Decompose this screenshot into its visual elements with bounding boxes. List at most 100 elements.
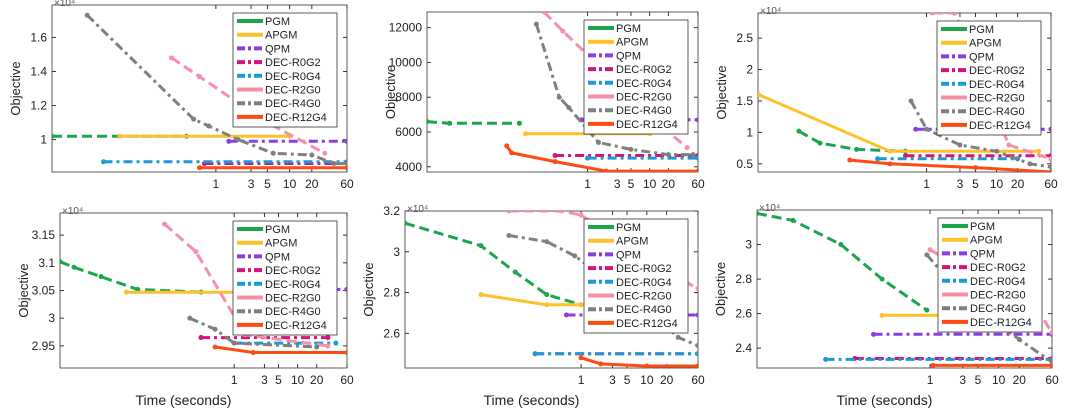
data-point-pgm bbox=[71, 264, 77, 270]
data-point-dec-r12g4 bbox=[344, 165, 347, 171]
legend-label: DEC-R4G0 bbox=[265, 306, 321, 318]
data-point-pgm bbox=[790, 217, 796, 223]
data-point-qpm bbox=[1048, 126, 1051, 132]
y-tick-label: 6000 bbox=[395, 125, 422, 139]
y-tick-label: 3 bbox=[393, 245, 400, 259]
x-tick-label: 1 bbox=[231, 373, 238, 387]
legend-item: DEC-R0G2 bbox=[237, 57, 321, 69]
legend-item: DEC-R4G0 bbox=[941, 106, 1025, 118]
x-tick-label: 1 bbox=[584, 177, 591, 191]
data-point-dec-r4g0 bbox=[566, 105, 572, 111]
legend-label: DEC-R12G4 bbox=[969, 120, 1031, 132]
subplot-2: 4000 6000 8000 10000 12000 1 3 5 10 20 60 Objective… bbox=[383, 11, 705, 191]
y-exponent-label: ×10⁴ bbox=[54, 0, 75, 9]
data-point-pgm bbox=[427, 119, 430, 125]
data-point-qpm bbox=[563, 312, 569, 318]
x-tick-label: 3 bbox=[957, 177, 964, 191]
legend-item: PGM bbox=[237, 16, 290, 28]
legend-label: DEC-R4G0 bbox=[616, 304, 672, 316]
legend-item: QPM bbox=[237, 43, 290, 55]
y-tick-label: 3.15 bbox=[32, 228, 56, 242]
data-point-pgm bbox=[854, 146, 860, 152]
data-point-dec-r4g0 bbox=[994, 148, 1000, 154]
x-tick-label: 10 bbox=[291, 373, 305, 387]
data-point-dec-r0g4 bbox=[333, 340, 339, 346]
legend-item: DEC-R12G4 bbox=[237, 320, 327, 332]
series-line-dec-r4g0 bbox=[86, 14, 347, 165]
y-tick-label: 2.95 bbox=[32, 339, 56, 353]
legend-label: PGM bbox=[616, 222, 641, 234]
data-point-apgm bbox=[478, 292, 484, 298]
legend-item: APGM bbox=[942, 235, 1002, 247]
data-point-dec-r2g0 bbox=[506, 211, 512, 214]
x-tick-label: 3 bbox=[248, 177, 255, 191]
y-tick-label: 2.6 bbox=[735, 307, 752, 321]
data-point-dec-r4g0 bbox=[957, 142, 963, 148]
data-point-dec-r4g0 bbox=[572, 253, 578, 259]
data-point-pgm bbox=[98, 274, 104, 280]
data-point-apgm bbox=[117, 133, 123, 139]
legend-item: PGM bbox=[588, 222, 641, 234]
data-point-dec-r12g4 bbox=[1049, 362, 1052, 368]
legend-item: DEC-R0G4 bbox=[237, 71, 321, 83]
x-tick-label: 3 bbox=[614, 177, 621, 191]
data-point-dec-r4g0 bbox=[191, 116, 197, 122]
legend-item: PGM bbox=[588, 23, 641, 35]
data-point-qpm bbox=[695, 312, 698, 318]
data-point-dec-r4g0 bbox=[556, 94, 562, 100]
legend-label: DEC-R0G2 bbox=[265, 57, 321, 69]
y-exponent-label: ×10⁴ bbox=[760, 6, 781, 17]
data-point-dec-r12g4 bbox=[603, 168, 609, 172]
legend-item: DEC-R4G0 bbox=[588, 304, 672, 316]
x-tick-label: 3 bbox=[609, 373, 616, 387]
data-point-dec-r12g4 bbox=[1048, 169, 1051, 172]
data-point-dec-r4g0 bbox=[665, 152, 671, 158]
data-point-dec-r4g0 bbox=[231, 340, 237, 346]
legend-label: DEC-R12G4 bbox=[616, 318, 678, 330]
legend-label: QPM bbox=[265, 43, 290, 55]
legend-item: DEC-R0G4 bbox=[588, 277, 672, 289]
x-tick-label: 3 bbox=[959, 373, 966, 387]
data-point-dec-r12g4 bbox=[197, 165, 202, 171]
legend-label: DEC-R0G4 bbox=[265, 71, 321, 83]
data-point-apgm bbox=[887, 148, 893, 154]
x-tick-label: 20 bbox=[660, 373, 674, 387]
data-point-dec-r12g4 bbox=[250, 350, 256, 355]
y-axis-label: Objective bbox=[16, 263, 31, 317]
legend-label: DEC-R12G4 bbox=[970, 317, 1032, 329]
x-tick-label: 5 bbox=[264, 177, 271, 191]
y-tick-label: 2.5 bbox=[736, 31, 753, 45]
legend-item: DEC-R12G4 bbox=[588, 318, 678, 330]
legend-box bbox=[232, 220, 338, 336]
legend-label: QPM bbox=[616, 50, 641, 62]
data-point-dec-r4g0 bbox=[206, 123, 212, 129]
y-axis-label: Objective bbox=[361, 262, 376, 316]
series-group bbox=[52, 12, 347, 171]
x-axis-label: Time (seconds) bbox=[484, 392, 580, 408]
y-tick-label: 10000 bbox=[389, 55, 423, 69]
legend-label: PGM bbox=[616, 23, 641, 35]
legend-label: DEC-R0G4 bbox=[969, 79, 1025, 91]
legend-item: DEC-R0G2 bbox=[237, 265, 321, 277]
legend-label: PGM bbox=[969, 24, 994, 36]
data-point-dec-r4g0 bbox=[1048, 164, 1051, 170]
data-point-dec-r12g4 bbox=[552, 159, 558, 165]
legend-box bbox=[232, 12, 338, 128]
x-tick-label: 10 bbox=[990, 177, 1004, 191]
data-point-dec-r4g0 bbox=[235, 137, 241, 143]
legend-item: QPM bbox=[237, 251, 290, 263]
data-point-apgm bbox=[879, 312, 885, 318]
data-point-dec-r0g4 bbox=[875, 156, 881, 162]
y-tick-label: 12000 bbox=[389, 21, 423, 35]
y-tick-label: 1 bbox=[40, 133, 47, 147]
legend-label: DEC-R0G2 bbox=[616, 64, 672, 76]
data-point-dec-r12g4 bbox=[847, 157, 853, 163]
legend-box bbox=[937, 217, 1043, 333]
data-point-dec-r4g0 bbox=[924, 126, 930, 132]
y-tick-label: 8000 bbox=[395, 90, 422, 104]
data-point-dec-r2g0 bbox=[951, 13, 957, 16]
